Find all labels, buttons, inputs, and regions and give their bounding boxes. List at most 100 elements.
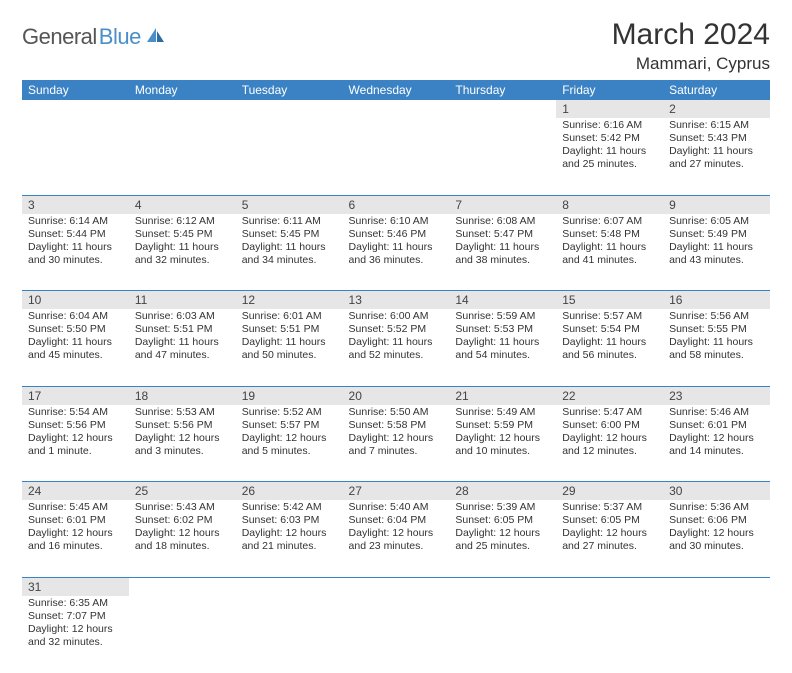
month-title: March 2024 [612, 18, 770, 52]
logo-text-blue: Blue [99, 24, 141, 50]
day-cell [556, 596, 663, 673]
day-cell: Sunrise: 6:08 AMSunset: 5:47 PMDaylight:… [449, 214, 556, 291]
day-number: 9 [663, 196, 770, 214]
day-cell: Sunrise: 5:56 AMSunset: 5:55 PMDaylight:… [663, 309, 770, 386]
day-content: Sunrise: 5:50 AMSunset: 5:58 PMDaylight:… [343, 405, 450, 462]
weekday-header: Friday [556, 80, 663, 100]
daynum-cell: 6 [343, 195, 450, 214]
day-number: 1 [556, 100, 663, 118]
day-cell: Sunrise: 6:00 AMSunset: 5:52 PMDaylight:… [343, 309, 450, 386]
daynum-cell: 21 [449, 386, 556, 405]
day-content: Sunrise: 5:56 AMSunset: 5:55 PMDaylight:… [663, 309, 770, 366]
day-number: 5 [236, 196, 343, 214]
day-cell: Sunrise: 5:50 AMSunset: 5:58 PMDaylight:… [343, 405, 450, 482]
daynum-cell: 25 [129, 482, 236, 501]
weekday-header: Sunday [22, 80, 129, 100]
day-number: 2 [663, 100, 770, 118]
daynum-cell: 31 [22, 577, 129, 596]
day-cell [343, 118, 450, 195]
daynum-cell: 13 [343, 291, 450, 310]
calendar-body: 12Sunrise: 6:16 AMSunset: 5:42 PMDayligh… [22, 100, 770, 673]
day-number: 12 [236, 291, 343, 309]
day-cell: Sunrise: 6:04 AMSunset: 5:50 PMDaylight:… [22, 309, 129, 386]
daynum-row: 3456789 [22, 195, 770, 214]
week-row: Sunrise: 6:04 AMSunset: 5:50 PMDaylight:… [22, 309, 770, 386]
daynum-cell: 22 [556, 386, 663, 405]
day-cell: Sunrise: 5:46 AMSunset: 6:01 PMDaylight:… [663, 405, 770, 482]
day-number: 20 [343, 387, 450, 405]
day-content: Sunrise: 6:03 AMSunset: 5:51 PMDaylight:… [129, 309, 236, 366]
daynum-cell [343, 577, 450, 596]
daynum-cell: 30 [663, 482, 770, 501]
day-cell [236, 596, 343, 673]
day-content: Sunrise: 5:43 AMSunset: 6:02 PMDaylight:… [129, 500, 236, 557]
day-cell [236, 118, 343, 195]
weekday-header: Monday [129, 80, 236, 100]
day-content: Sunrise: 5:53 AMSunset: 5:56 PMDaylight:… [129, 405, 236, 462]
day-cell: Sunrise: 6:10 AMSunset: 5:46 PMDaylight:… [343, 214, 450, 291]
sail-icon [145, 26, 167, 49]
day-cell: Sunrise: 5:49 AMSunset: 5:59 PMDaylight:… [449, 405, 556, 482]
day-number: 4 [129, 196, 236, 214]
daynum-cell: 4 [129, 195, 236, 214]
day-content: Sunrise: 6:12 AMSunset: 5:45 PMDaylight:… [129, 214, 236, 271]
day-cell: Sunrise: 5:40 AMSunset: 6:04 PMDaylight:… [343, 500, 450, 577]
daynum-cell: 20 [343, 386, 450, 405]
daynum-cell [129, 577, 236, 596]
day-content: Sunrise: 6:01 AMSunset: 5:51 PMDaylight:… [236, 309, 343, 366]
day-number: 21 [449, 387, 556, 405]
weekday-header: Saturday [663, 80, 770, 100]
day-content: Sunrise: 5:42 AMSunset: 6:03 PMDaylight:… [236, 500, 343, 557]
day-content: Sunrise: 5:54 AMSunset: 5:56 PMDaylight:… [22, 405, 129, 462]
day-number: 31 [22, 578, 129, 596]
day-number: 26 [236, 482, 343, 500]
day-cell: Sunrise: 6:35 AMSunset: 7:07 PMDaylight:… [22, 596, 129, 673]
day-number: 25 [129, 482, 236, 500]
day-number: 23 [663, 387, 770, 405]
daynum-cell [663, 577, 770, 596]
week-row: Sunrise: 5:54 AMSunset: 5:56 PMDaylight:… [22, 405, 770, 482]
daynum-cell: 27 [343, 482, 450, 501]
day-content: Sunrise: 5:59 AMSunset: 5:53 PMDaylight:… [449, 309, 556, 366]
day-cell [449, 596, 556, 673]
day-cell [129, 118, 236, 195]
daynum-cell: 12 [236, 291, 343, 310]
title-block: March 2024 Mammari, Cyprus [612, 18, 770, 74]
daynum-cell: 26 [236, 482, 343, 501]
daynum-cell: 29 [556, 482, 663, 501]
daynum-cell [343, 100, 450, 118]
day-cell: Sunrise: 5:57 AMSunset: 5:54 PMDaylight:… [556, 309, 663, 386]
day-cell [449, 118, 556, 195]
week-row: Sunrise: 6:35 AMSunset: 7:07 PMDaylight:… [22, 596, 770, 673]
day-cell: Sunrise: 5:47 AMSunset: 6:00 PMDaylight:… [556, 405, 663, 482]
daynum-cell [556, 577, 663, 596]
daynum-cell: 18 [129, 386, 236, 405]
daynum-cell: 28 [449, 482, 556, 501]
week-row: Sunrise: 6:16 AMSunset: 5:42 PMDaylight:… [22, 118, 770, 195]
day-number: 30 [663, 482, 770, 500]
day-content: Sunrise: 6:04 AMSunset: 5:50 PMDaylight:… [22, 309, 129, 366]
daynum-cell: 2 [663, 100, 770, 118]
day-cell: Sunrise: 5:53 AMSunset: 5:56 PMDaylight:… [129, 405, 236, 482]
day-cell: Sunrise: 6:05 AMSunset: 5:49 PMDaylight:… [663, 214, 770, 291]
daynum-cell: 11 [129, 291, 236, 310]
day-cell [343, 596, 450, 673]
day-content: Sunrise: 6:00 AMSunset: 5:52 PMDaylight:… [343, 309, 450, 366]
daynum-cell: 23 [663, 386, 770, 405]
day-cell: Sunrise: 5:45 AMSunset: 6:01 PMDaylight:… [22, 500, 129, 577]
day-cell: Sunrise: 6:01 AMSunset: 5:51 PMDaylight:… [236, 309, 343, 386]
daynum-row: 10111213141516 [22, 291, 770, 310]
calendar-table: Sunday Monday Tuesday Wednesday Thursday… [22, 80, 770, 673]
day-number: 13 [343, 291, 450, 309]
daynum-cell [236, 577, 343, 596]
day-number: 22 [556, 387, 663, 405]
daynum-row: 31 [22, 577, 770, 596]
day-number: 16 [663, 291, 770, 309]
day-content: Sunrise: 5:49 AMSunset: 5:59 PMDaylight:… [449, 405, 556, 462]
weekday-header: Thursday [449, 80, 556, 100]
daynum-cell: 14 [449, 291, 556, 310]
day-content: Sunrise: 5:47 AMSunset: 6:00 PMDaylight:… [556, 405, 663, 462]
day-content: Sunrise: 5:36 AMSunset: 6:06 PMDaylight:… [663, 500, 770, 557]
day-cell: Sunrise: 6:07 AMSunset: 5:48 PMDaylight:… [556, 214, 663, 291]
day-content: Sunrise: 5:45 AMSunset: 6:01 PMDaylight:… [22, 500, 129, 557]
